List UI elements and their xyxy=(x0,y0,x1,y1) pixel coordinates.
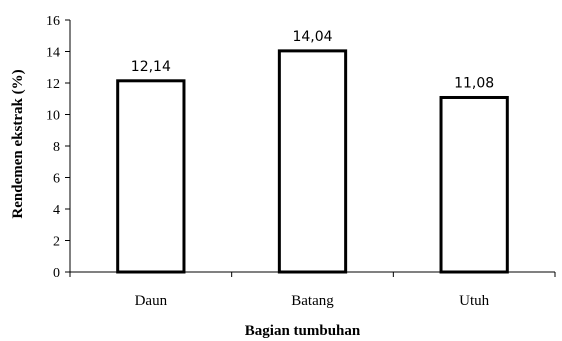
bar-batang xyxy=(277,49,348,274)
y-tick-label: 8 xyxy=(53,140,60,155)
y-tick-label: 6 xyxy=(53,172,60,187)
y-tick-label: 4 xyxy=(53,203,60,218)
bar-utuh xyxy=(439,95,509,274)
y-tick-label: 14 xyxy=(46,46,60,61)
data-labels: 12,14 14,04 11,08 xyxy=(131,29,494,92)
x-category-label: Utuh xyxy=(459,293,490,309)
y-axis-ticks: 0 2 4 6 8 10 12 14 16 xyxy=(46,14,556,281)
y-tick-label: 10 xyxy=(46,109,60,124)
data-label-batang: 14,04 xyxy=(292,29,332,45)
data-label-daun: 12,14 xyxy=(131,59,171,75)
y-tick-label: 0 xyxy=(53,266,60,281)
data-label-utuh: 11,08 xyxy=(454,75,494,91)
bars xyxy=(116,49,509,274)
x-axis-title: Bagian tumbuhan xyxy=(245,323,361,339)
y-axis-title: Rendemen ekstrak (%) xyxy=(10,69,26,218)
y-tick-label: 2 xyxy=(53,235,60,250)
x-axis-labels: Daun Batang Utuh xyxy=(135,293,490,309)
y-tick-label: 12 xyxy=(46,77,60,92)
bar-daun xyxy=(116,79,186,274)
y-tick-label: 16 xyxy=(46,14,60,29)
x-category-label: Batang xyxy=(291,293,334,309)
x-category-label: Daun xyxy=(135,293,168,309)
